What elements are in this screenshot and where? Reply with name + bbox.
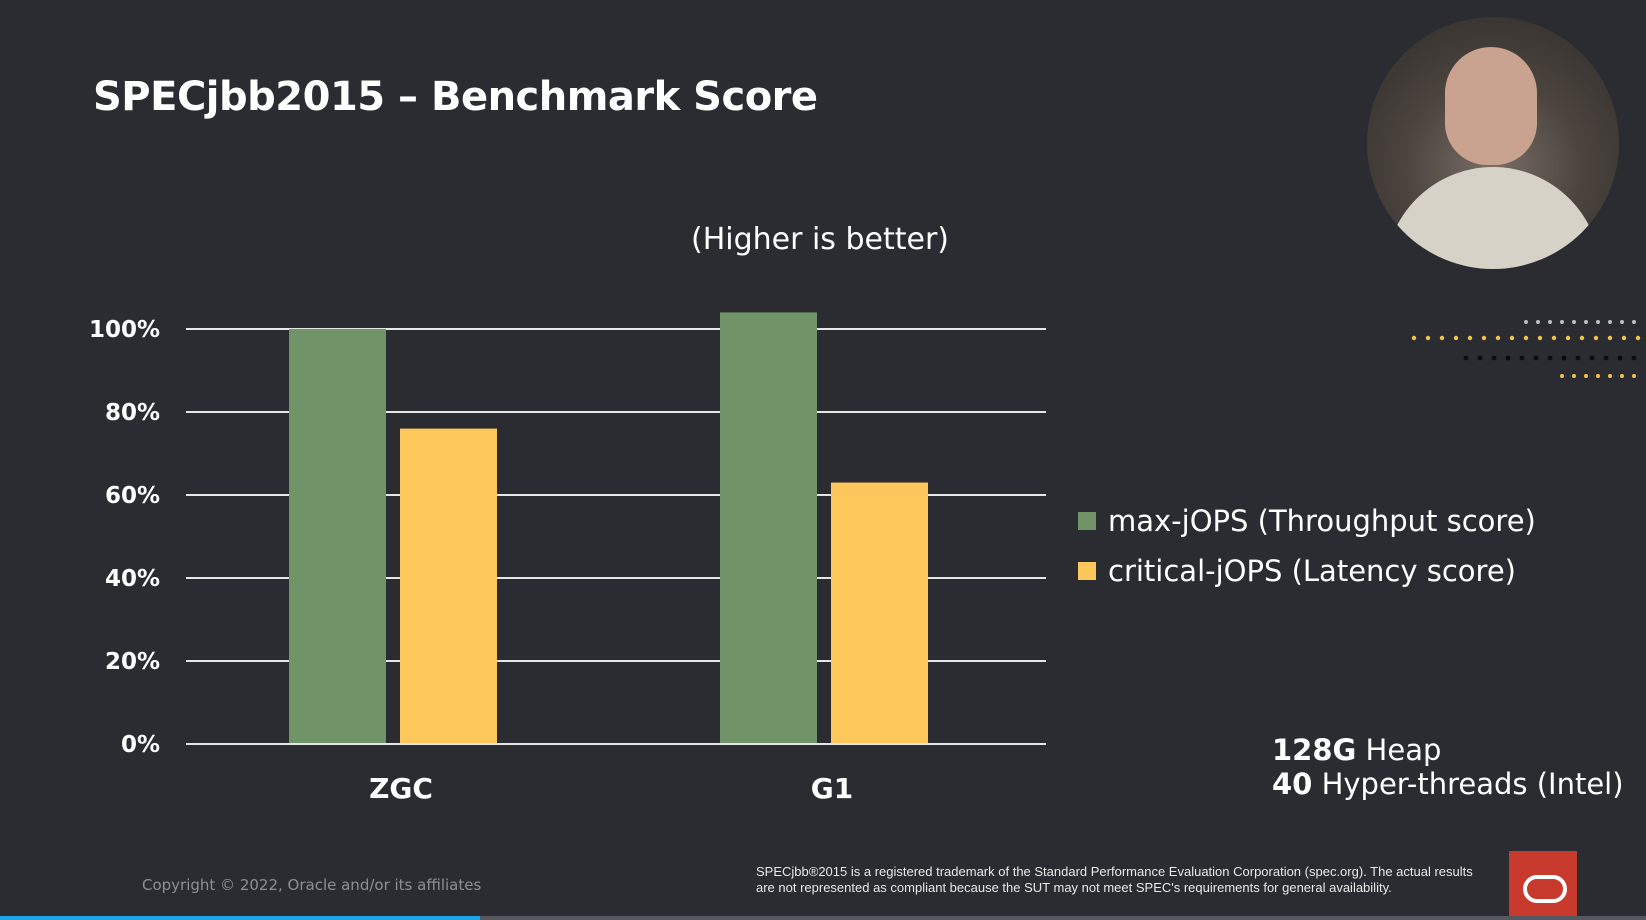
y-tick-label: 20% [105,649,160,675]
presenter-video-icon [1367,17,1619,269]
thread-count-value: 40 [1272,767,1313,801]
video-progress-bar [0,916,480,920]
bar-g1-critical-jops [831,482,928,744]
heap-size-value: 128G [1272,733,1357,767]
decorative-dots-icon [1411,320,1641,378]
legend-swatch-yellow [1078,562,1096,580]
threads-label: Hyper-threads (Intel) [1312,767,1624,801]
bar-zgc-max-jops [289,329,386,744]
trademark-disclaimer: SPECjbb®2015 is a registered trademark o… [756,864,1473,895]
legend-label-max-jops: max-jOPS (Throughput score) [1108,504,1536,538]
presenter-body [1385,167,1601,269]
heap-label: Heap [1356,733,1442,767]
legend-label-critical-jops: critical-jOPS (Latency score) [1108,554,1516,588]
legend-swatch-green [1078,512,1096,530]
bar-zgc-critical-jops [400,428,497,744]
x-category-label: G1 [811,772,853,805]
oracle-ring [1523,875,1567,903]
legend-item-max-jops: max-jOPS (Throughput score) [1078,496,1536,546]
x-category-label: ZGC [369,772,433,805]
y-tick-label: 0% [121,732,160,758]
video-progress-track [480,916,1646,920]
y-tick-label: 100% [89,317,160,343]
bar-chart: 0% 20% 40% 60% 80% 100% ZGC G1 [89,312,1046,805]
chart-subtitle: (Higher is better) [690,222,949,257]
bar-g1-max-jops [720,312,817,744]
system-spec-note: 128G Heap 40 Hyper-threads (Intel) [1272,733,1624,801]
presenter-head [1445,47,1537,165]
y-tick-label: 40% [105,566,160,592]
copyright-text: Copyright © 2022, Oracle and/or its affi… [142,876,482,894]
chart-legend: max-jOPS (Throughput score) critical-jOP… [1078,496,1536,596]
y-tick-label: 80% [105,400,160,426]
legend-item-critical-jops: critical-jOPS (Latency score) [1078,546,1536,596]
y-tick-label: 60% [105,483,160,509]
oracle-logo-icon [1509,851,1577,920]
slide-title: SPECjbb2015 – Benchmark Score [93,74,818,120]
